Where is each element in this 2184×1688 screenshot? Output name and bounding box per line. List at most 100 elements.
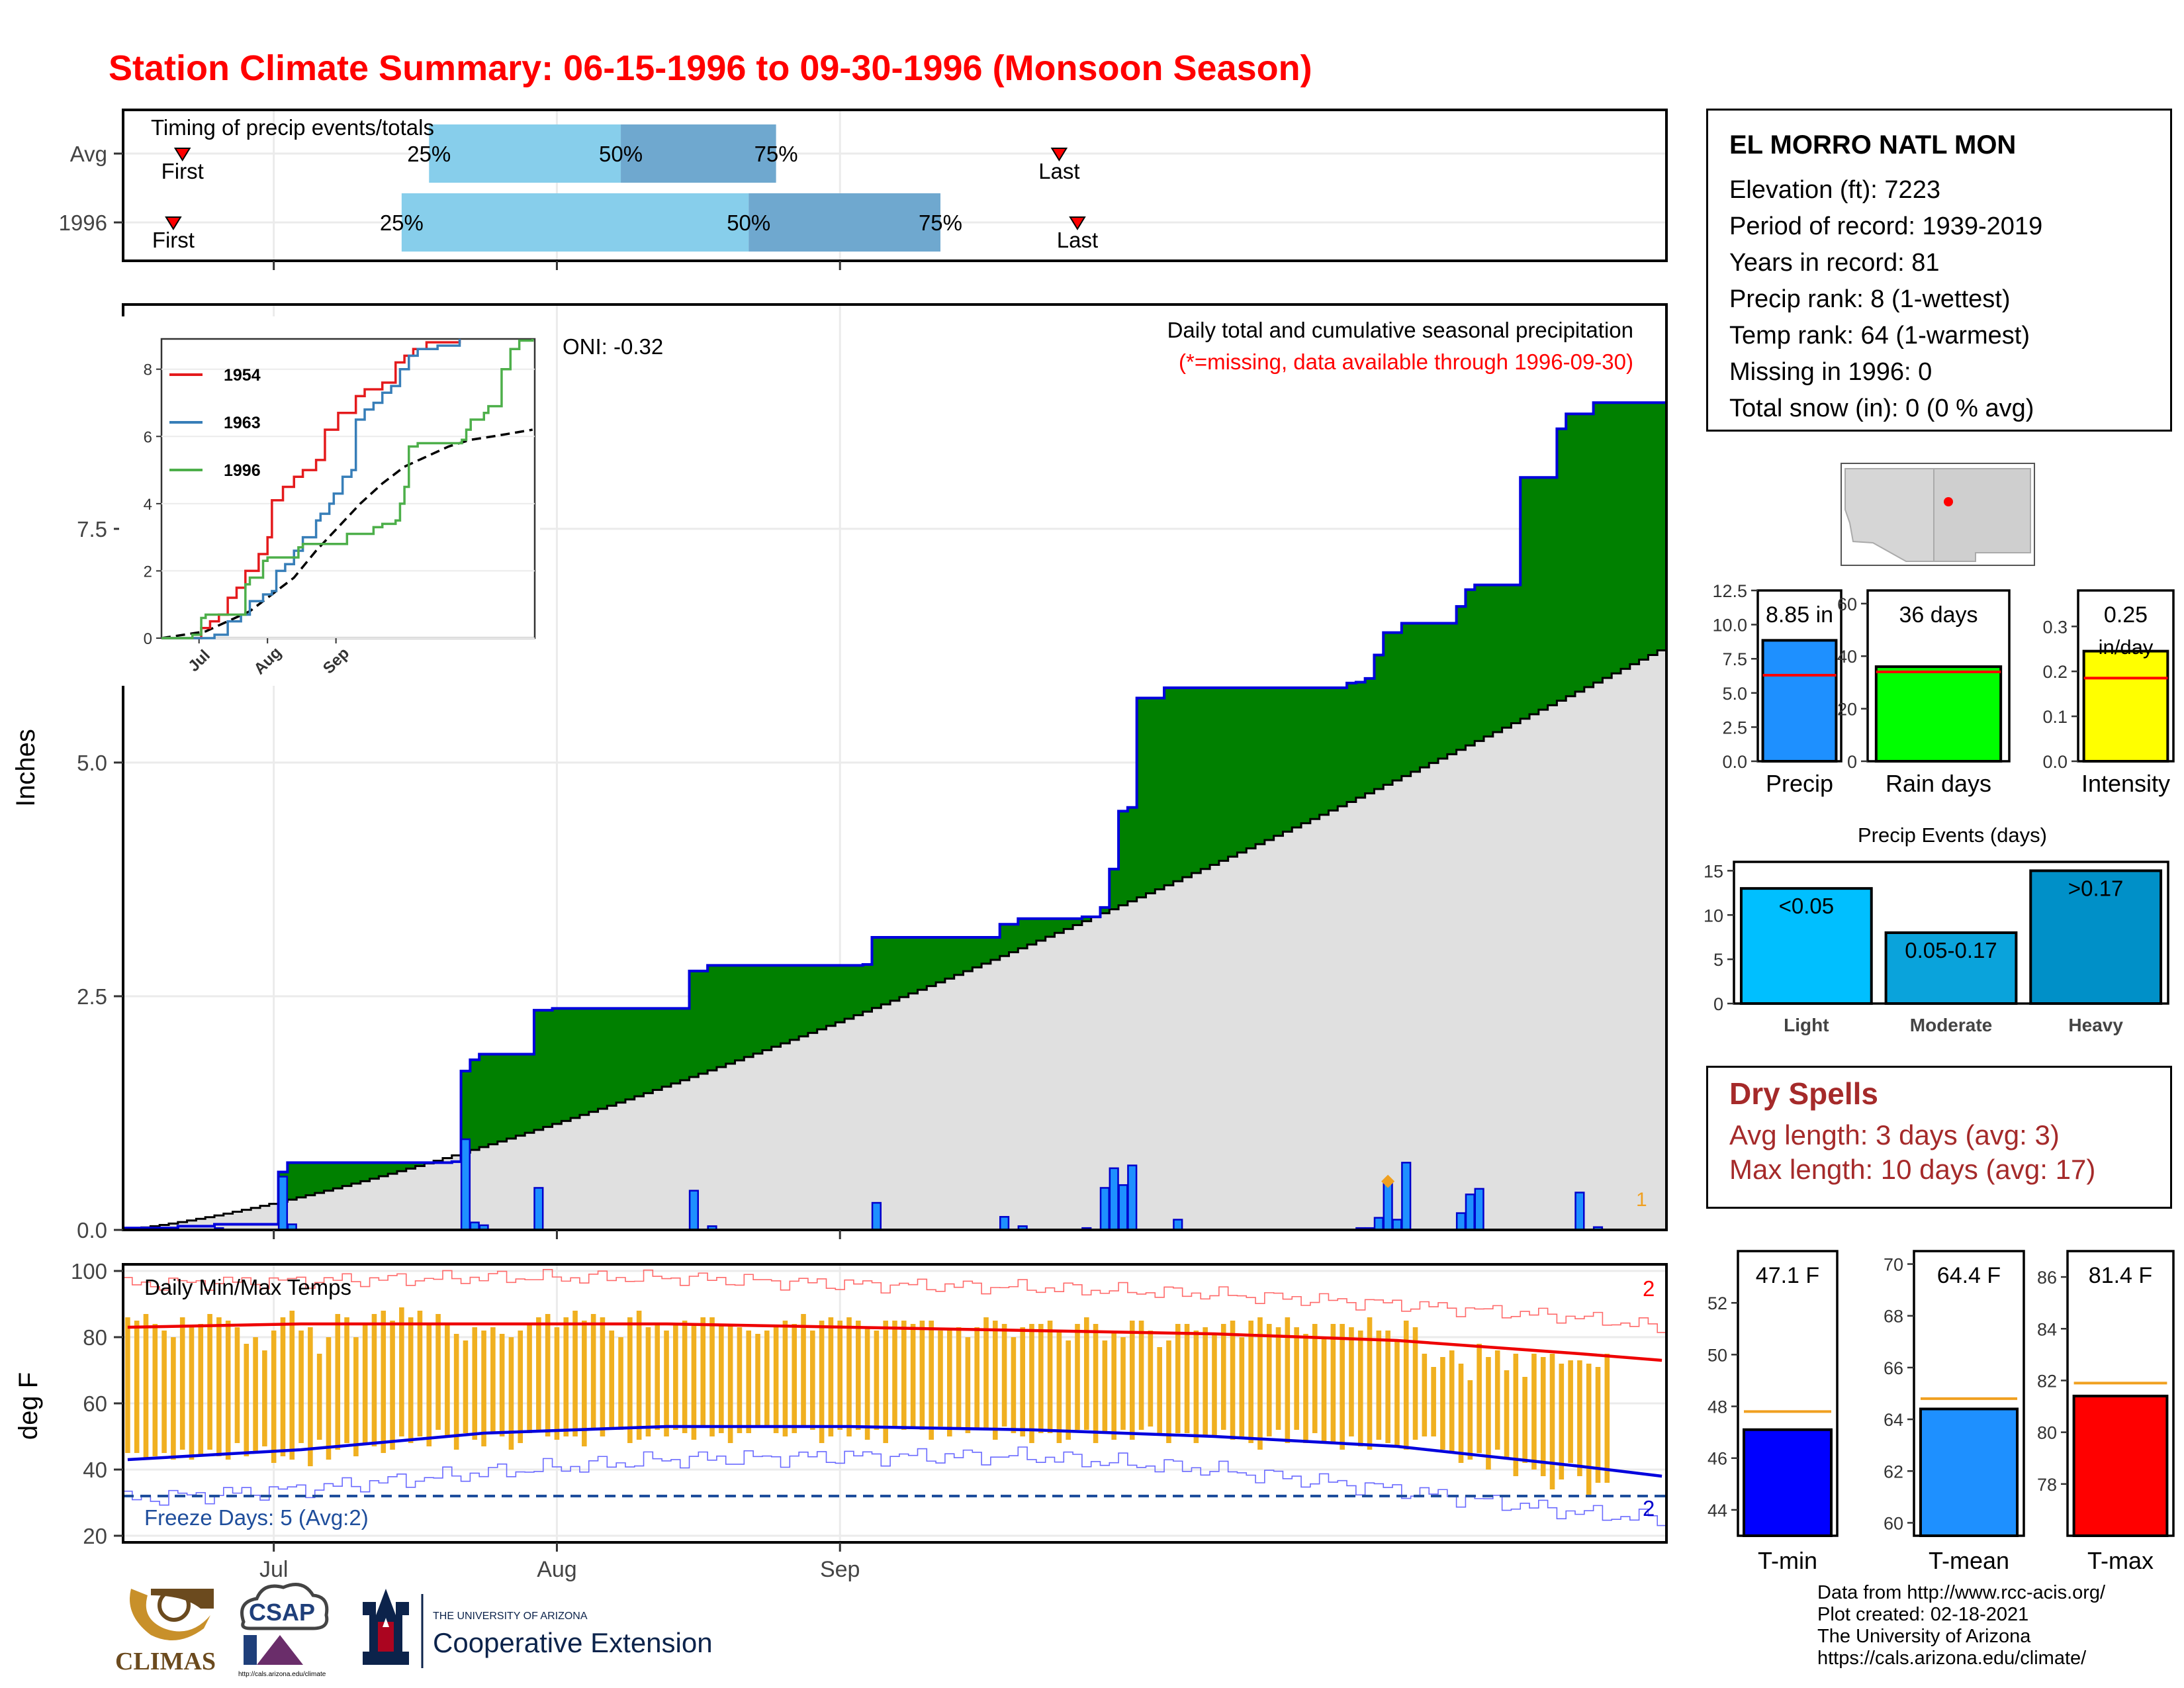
precip-y-tick-label: 2.5 (77, 984, 107, 1009)
dry-max-length: Max length: 10 days (avg: 17) (1729, 1154, 2096, 1185)
daily-precip-bar (277, 1176, 289, 1231)
daily-temp-range-bar (481, 1331, 486, 1446)
daily-temp-range-bar (782, 1321, 788, 1436)
wet-anomaly-area (1584, 414, 1594, 687)
temps-y-tick-label: 60 (83, 1391, 107, 1416)
events-y-tick-label: 15 (1704, 861, 1723, 881)
wet-anomaly-area (1566, 414, 1576, 696)
summary-y-tick-label: 86 (2037, 1268, 2057, 1288)
daily-precip-bar (533, 1187, 544, 1231)
daily-temp-range-bar (563, 1317, 569, 1436)
summary-y-tick-label: 52 (1707, 1293, 1727, 1313)
daily-temp-range-bar (1129, 1321, 1135, 1440)
daily-temp-range-bar (353, 1337, 359, 1456)
events-y-tick-label: 5 (1713, 950, 1723, 970)
station-missing: Missing in 1996: 0 (1729, 358, 1933, 386)
summary-panel-name: Precip (1766, 770, 1833, 797)
wet-anomaly-area (1054, 918, 1064, 933)
daily-temp-range-bar (837, 1321, 843, 1430)
daily-temp-range-bar (381, 1311, 387, 1453)
summary-y-tick-label: 0.2 (2042, 662, 2068, 682)
station-info-box: EL MORRO NATL MON Elevation (ft): 7223 P… (1706, 109, 2172, 432)
daily-temp-range-bar (1486, 1357, 1491, 1470)
wet-anomaly-area (1347, 682, 1357, 802)
summary-value-bar (1743, 1428, 1833, 1538)
daily-temp-range-bar (673, 1324, 678, 1430)
daily-temp-range-bar (1056, 1331, 1062, 1443)
missing-data-marker (1381, 1174, 1395, 1188)
daily-temp-range-bar (316, 1354, 322, 1440)
daily-temp-range-bar (161, 1331, 167, 1453)
temps-y-tick-label: 80 (83, 1325, 107, 1350)
first-event-label: First (152, 228, 195, 252)
summary-y-tick-label: 7.5 (1722, 649, 1747, 669)
inset-y-tick-label: 0 (144, 630, 152, 648)
tmax-average-line (127, 1322, 1662, 1362)
daily-precip-bar (688, 1190, 700, 1231)
daily-temp-range-bar (856, 1321, 861, 1430)
daily-temp-range-bar (946, 1331, 952, 1436)
event-category-name: Light (1784, 1015, 1829, 1035)
wet-anomaly-area (525, 1054, 535, 1133)
daily-temp-range-bar (1257, 1317, 1263, 1450)
daily-temp-range-bar (590, 1314, 596, 1430)
daily-temp-range-bar (1403, 1321, 1409, 1450)
daily-temp-range-bar (1303, 1334, 1308, 1443)
daily-temp-range-bar (709, 1317, 715, 1436)
daily-precip-bar (460, 1138, 471, 1231)
wet-anomaly-area (461, 1070, 471, 1153)
wet-anomaly-area (1164, 687, 1174, 886)
daily-temp-range-bar (1559, 1364, 1565, 1479)
daily-temp-range-bar (527, 1324, 532, 1433)
daily-temp-range-bar (764, 1331, 770, 1427)
wet-anomaly-area (314, 1162, 325, 1194)
event-category-bar (2029, 869, 2163, 1005)
wet-anomaly-area (1484, 585, 1494, 737)
wet-anomaly-area (543, 1010, 553, 1127)
wet-anomaly-area (716, 965, 727, 1067)
temps-y-axis-label: deg F (14, 1372, 43, 1440)
observed-cumulative-line (123, 401, 1666, 1230)
station-temp-rank: Temp rank: 64 (1-warmest) (1729, 322, 2030, 350)
events-title: Precip Events (days) (1858, 823, 2047, 847)
wet-anomaly-area (552, 1008, 562, 1124)
credit-university: The University of Arizona (1817, 1626, 2031, 1647)
daily-temp-range-bar (1157, 1347, 1162, 1433)
wet-anomaly-area (844, 965, 854, 1019)
daily-temp-range-bar (965, 1337, 971, 1433)
timing-bar-50-75 (749, 193, 940, 252)
daily-temp-range-bar (463, 1340, 469, 1433)
daily-temp-range-bar (1531, 1354, 1537, 1470)
wet-anomaly-area (872, 937, 882, 1008)
wet-anomaly-area (1355, 682, 1366, 798)
precip-chart: Daily total and cumulative seasonal prec… (11, 303, 1668, 1243)
daily-temp-range-bar (1102, 1340, 1108, 1433)
daily-temp-range-bar (874, 1331, 880, 1430)
daily-temp-range-bar (545, 1314, 551, 1436)
summary-y-tick-label: 2.5 (1722, 718, 1747, 737)
daily-temp-range-bar (938, 1331, 943, 1427)
wet-anomaly-area (1657, 402, 1667, 651)
last-event-marker (1050, 148, 1068, 162)
timing-bar-50-75 (621, 124, 776, 183)
first-event-label: First (161, 159, 204, 183)
wet-anomaly-area (1438, 623, 1448, 759)
wet-anomaly-area (351, 1162, 361, 1184)
wet-anomaly-area (890, 937, 900, 1001)
timing-pct-label: 50% (727, 211, 770, 235)
wet-anomaly-area (771, 965, 782, 1047)
daily-temp-range-bar (792, 1324, 797, 1433)
wet-anomaly-area (1064, 918, 1073, 929)
station-location-marker (1944, 497, 1953, 506)
daily-temp-range-bar (399, 1307, 404, 1436)
wet-anomaly-area (1529, 477, 1539, 714)
daily-temp-range-bar (618, 1337, 623, 1430)
wet-anomaly-area (1255, 687, 1265, 845)
wet-anomaly-area (643, 1008, 653, 1094)
summary-y-tick-label: 12.5 (1712, 581, 1747, 601)
wet-anomaly-area (1155, 698, 1165, 890)
tmin-record-line (123, 1446, 1666, 1526)
dry-spells-box: Dry Spells Avg length: 3 days (avg: 3) M… (1706, 1066, 2172, 1209)
wet-anomaly-area (1338, 687, 1347, 806)
